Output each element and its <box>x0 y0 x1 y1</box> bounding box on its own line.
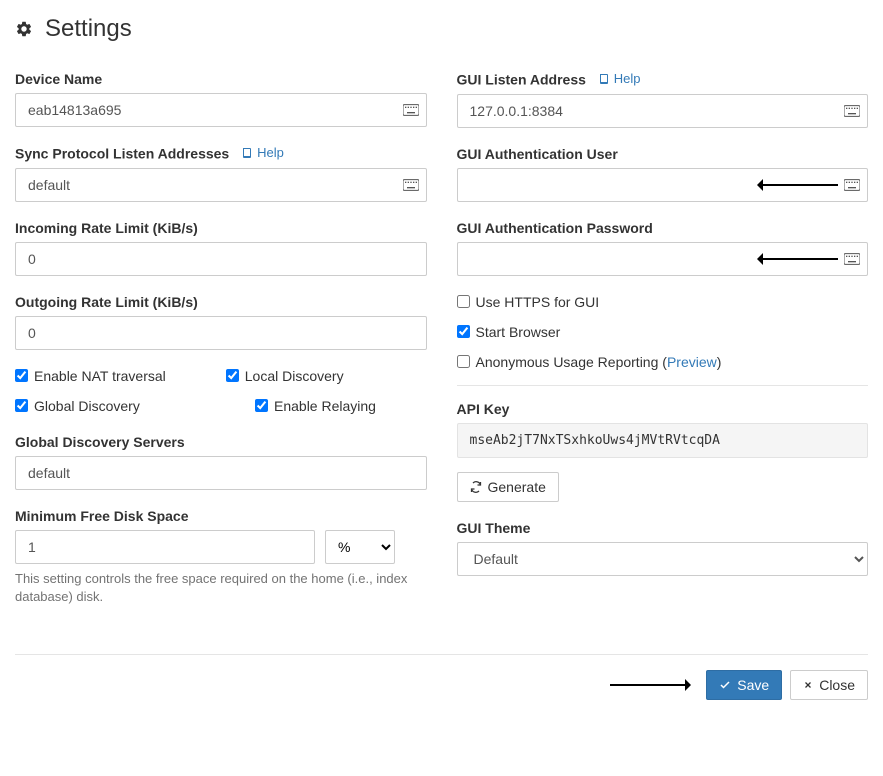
left-column: Device Name Sync Protocol Listen Address… <box>15 71 427 624</box>
close-button[interactable]: Close <box>790 670 868 700</box>
relaying-checkbox[interactable] <box>255 399 268 412</box>
anon-report-preview-link[interactable]: Preview <box>667 354 717 370</box>
arrow-annotation <box>610 684 690 686</box>
outgoing-rate-label: Outgoing Rate Limit (KiB/s) <box>15 294 427 310</box>
gui-theme-label: GUI Theme <box>457 520 869 536</box>
sync-addresses-input[interactable] <box>15 168 427 202</box>
anon-report-label: Anonymous Usage Reporting (Preview) <box>476 354 722 370</box>
local-discovery-checkbox[interactable] <box>226 369 239 382</box>
local-discovery-label: Local Discovery <box>245 368 344 384</box>
gui-listen-help-link[interactable]: Help <box>598 71 641 86</box>
min-disk-helptext: This setting controls the free space req… <box>15 570 427 606</box>
page-title: Settings <box>45 15 132 43</box>
dialog-footer: Save Close <box>15 654 868 700</box>
refresh-icon <box>470 481 482 493</box>
discovery-servers-label: Global Discovery Servers <box>15 434 427 450</box>
api-key-label: API Key <box>457 401 869 417</box>
device-name-input[interactable] <box>15 93 427 127</box>
min-disk-unit-select[interactable]: % <box>325 530 395 564</box>
nat-checkbox[interactable] <box>15 369 28 382</box>
book-icon <box>598 73 610 85</box>
min-disk-input[interactable] <box>15 530 315 564</box>
check-icon <box>719 679 731 691</box>
api-key-value: mseAb2jT7NxTSxhkoUws4jMVtRVtcqDA <box>457 423 869 458</box>
gui-user-label: GUI Authentication User <box>457 146 869 162</box>
discovery-servers-input[interactable] <box>15 456 427 490</box>
incoming-rate-input[interactable] <box>15 242 427 276</box>
device-name-label: Device Name <box>15 71 427 87</box>
generate-button[interactable]: Generate <box>457 472 559 502</box>
settings-header: Settings <box>15 15 868 43</box>
gui-pass-input[interactable] <box>457 242 869 276</box>
gui-listen-label: GUI Listen Address Help <box>457 71 869 88</box>
relaying-label: Enable Relaying <box>274 398 376 414</box>
sync-addresses-help-link[interactable]: Help <box>241 145 284 160</box>
right-column: GUI Listen Address Help GUI Authenticati… <box>457 71 869 624</box>
gui-theme-select[interactable]: Default <box>457 542 869 576</box>
gui-pass-label: GUI Authentication Password <box>457 220 869 236</box>
https-label: Use HTTPS for GUI <box>476 294 600 310</box>
close-icon <box>803 680 813 690</box>
start-browser-checkbox[interactable] <box>457 325 470 338</box>
global-discovery-checkbox[interactable] <box>15 399 28 412</box>
outgoing-rate-input[interactable] <box>15 316 427 350</box>
global-discovery-label: Global Discovery <box>34 398 140 414</box>
sync-addresses-label: Sync Protocol Listen Addresses Help <box>15 145 427 162</box>
gear-icon <box>15 20 33 38</box>
start-browser-label: Start Browser <box>476 324 561 340</box>
gui-user-input[interactable] <box>457 168 869 202</box>
https-checkbox[interactable] <box>457 295 470 308</box>
min-disk-label: Minimum Free Disk Space <box>15 508 427 524</box>
book-icon <box>241 147 253 159</box>
incoming-rate-label: Incoming Rate Limit (KiB/s) <box>15 220 427 236</box>
nat-label: Enable NAT traversal <box>34 368 166 384</box>
anon-report-checkbox[interactable] <box>457 355 470 368</box>
save-button[interactable]: Save <box>706 670 782 700</box>
gui-listen-input[interactable] <box>457 94 869 128</box>
